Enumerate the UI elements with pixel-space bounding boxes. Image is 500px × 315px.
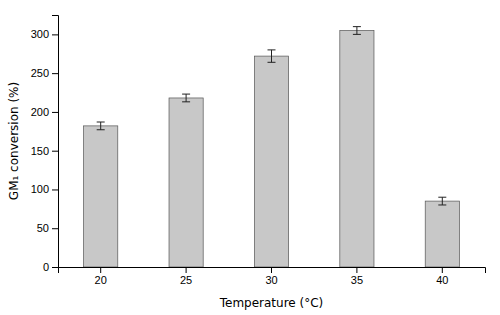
- y-axis-line: [52, 16, 59, 268]
- error-cap: [182, 94, 190, 95]
- x-tick-label: 20: [95, 274, 107, 286]
- x-axis: 20 25 30 35 40: [59, 267, 486, 286]
- error-line: [100, 122, 101, 130]
- x-tick-mark: [186, 267, 187, 273]
- x-tick: 35: [351, 267, 363, 286]
- chart: 20 25 30 35 40 0 50 100 150 200 250 300 Temperature …: [0, 0, 500, 315]
- y-tick: 150: [31, 145, 58, 157]
- error-bar: [97, 122, 105, 130]
- y-axis-title: GM₁ conversion (%): [7, 82, 21, 200]
- y-tick-label: 150: [31, 145, 49, 157]
- error-cap: [268, 62, 276, 63]
- x-tick-label: 40: [436, 274, 448, 286]
- bar: [340, 31, 374, 267]
- y-tick-label: 300: [31, 28, 49, 40]
- y-tick-label: 100: [31, 183, 49, 195]
- error-cap: [438, 204, 446, 205]
- y-tick-label: 200: [31, 106, 49, 118]
- y-tick-mark: [52, 228, 58, 229]
- error-line: [442, 197, 443, 205]
- x-tick: 40: [436, 267, 448, 286]
- bar: [254, 56, 288, 267]
- y-tick-mark: [52, 151, 58, 152]
- bar: [425, 201, 459, 267]
- x-tick-label: 25: [180, 274, 192, 286]
- x-tick: 30: [265, 267, 277, 286]
- error-cap: [97, 122, 105, 123]
- error-line: [356, 27, 357, 35]
- x-tick: 20: [95, 267, 107, 286]
- x-axis-line: [59, 268, 486, 274]
- x-tick-mark: [100, 267, 101, 273]
- x-tick-label: 35: [351, 274, 363, 286]
- y-tick-mark: [52, 73, 58, 74]
- y-tick: 0: [43, 261, 58, 273]
- error-cap: [268, 49, 276, 50]
- y-axis: 0 50 100 150 200 250 300: [31, 16, 59, 274]
- error-line: [186, 94, 187, 102]
- y-tick-mark: [52, 189, 58, 190]
- error-cap: [438, 197, 446, 198]
- error-bar: [353, 27, 361, 35]
- y-tick: 300: [31, 28, 58, 40]
- y-tick: 250: [31, 67, 58, 79]
- error-bar: [438, 197, 446, 205]
- y-tick: 200: [31, 106, 58, 118]
- bar: [169, 98, 203, 267]
- error-cap: [97, 129, 105, 130]
- error-cap: [353, 34, 361, 35]
- error-cap: [182, 101, 190, 102]
- error-line: [271, 50, 272, 62]
- x-tick: 25: [180, 267, 192, 286]
- x-axis-title: Temperature (°C): [219, 296, 324, 310]
- error-bar: [268, 50, 276, 62]
- y-tick-label: 50: [37, 222, 49, 234]
- x-tick-mark: [356, 267, 357, 273]
- y-tick-label: 250: [31, 67, 49, 79]
- y-tick: 50: [37, 222, 58, 234]
- error-cap: [353, 26, 361, 27]
- marks: [84, 27, 460, 267]
- y-tick-mark: [52, 34, 58, 35]
- y-tick-mark: [52, 267, 58, 268]
- x-tick-mark: [271, 267, 272, 273]
- bar: [84, 126, 118, 267]
- error-bar: [182, 94, 190, 102]
- y-tick-label: 0: [43, 261, 49, 273]
- x-tick-mark: [442, 267, 443, 273]
- y-tick-mark: [52, 112, 58, 113]
- y-tick: 100: [31, 183, 58, 195]
- x-tick-label: 30: [265, 274, 277, 286]
- plot: 20 25 30 35 40 0 50 100 150 200 250 300: [31, 16, 486, 286]
